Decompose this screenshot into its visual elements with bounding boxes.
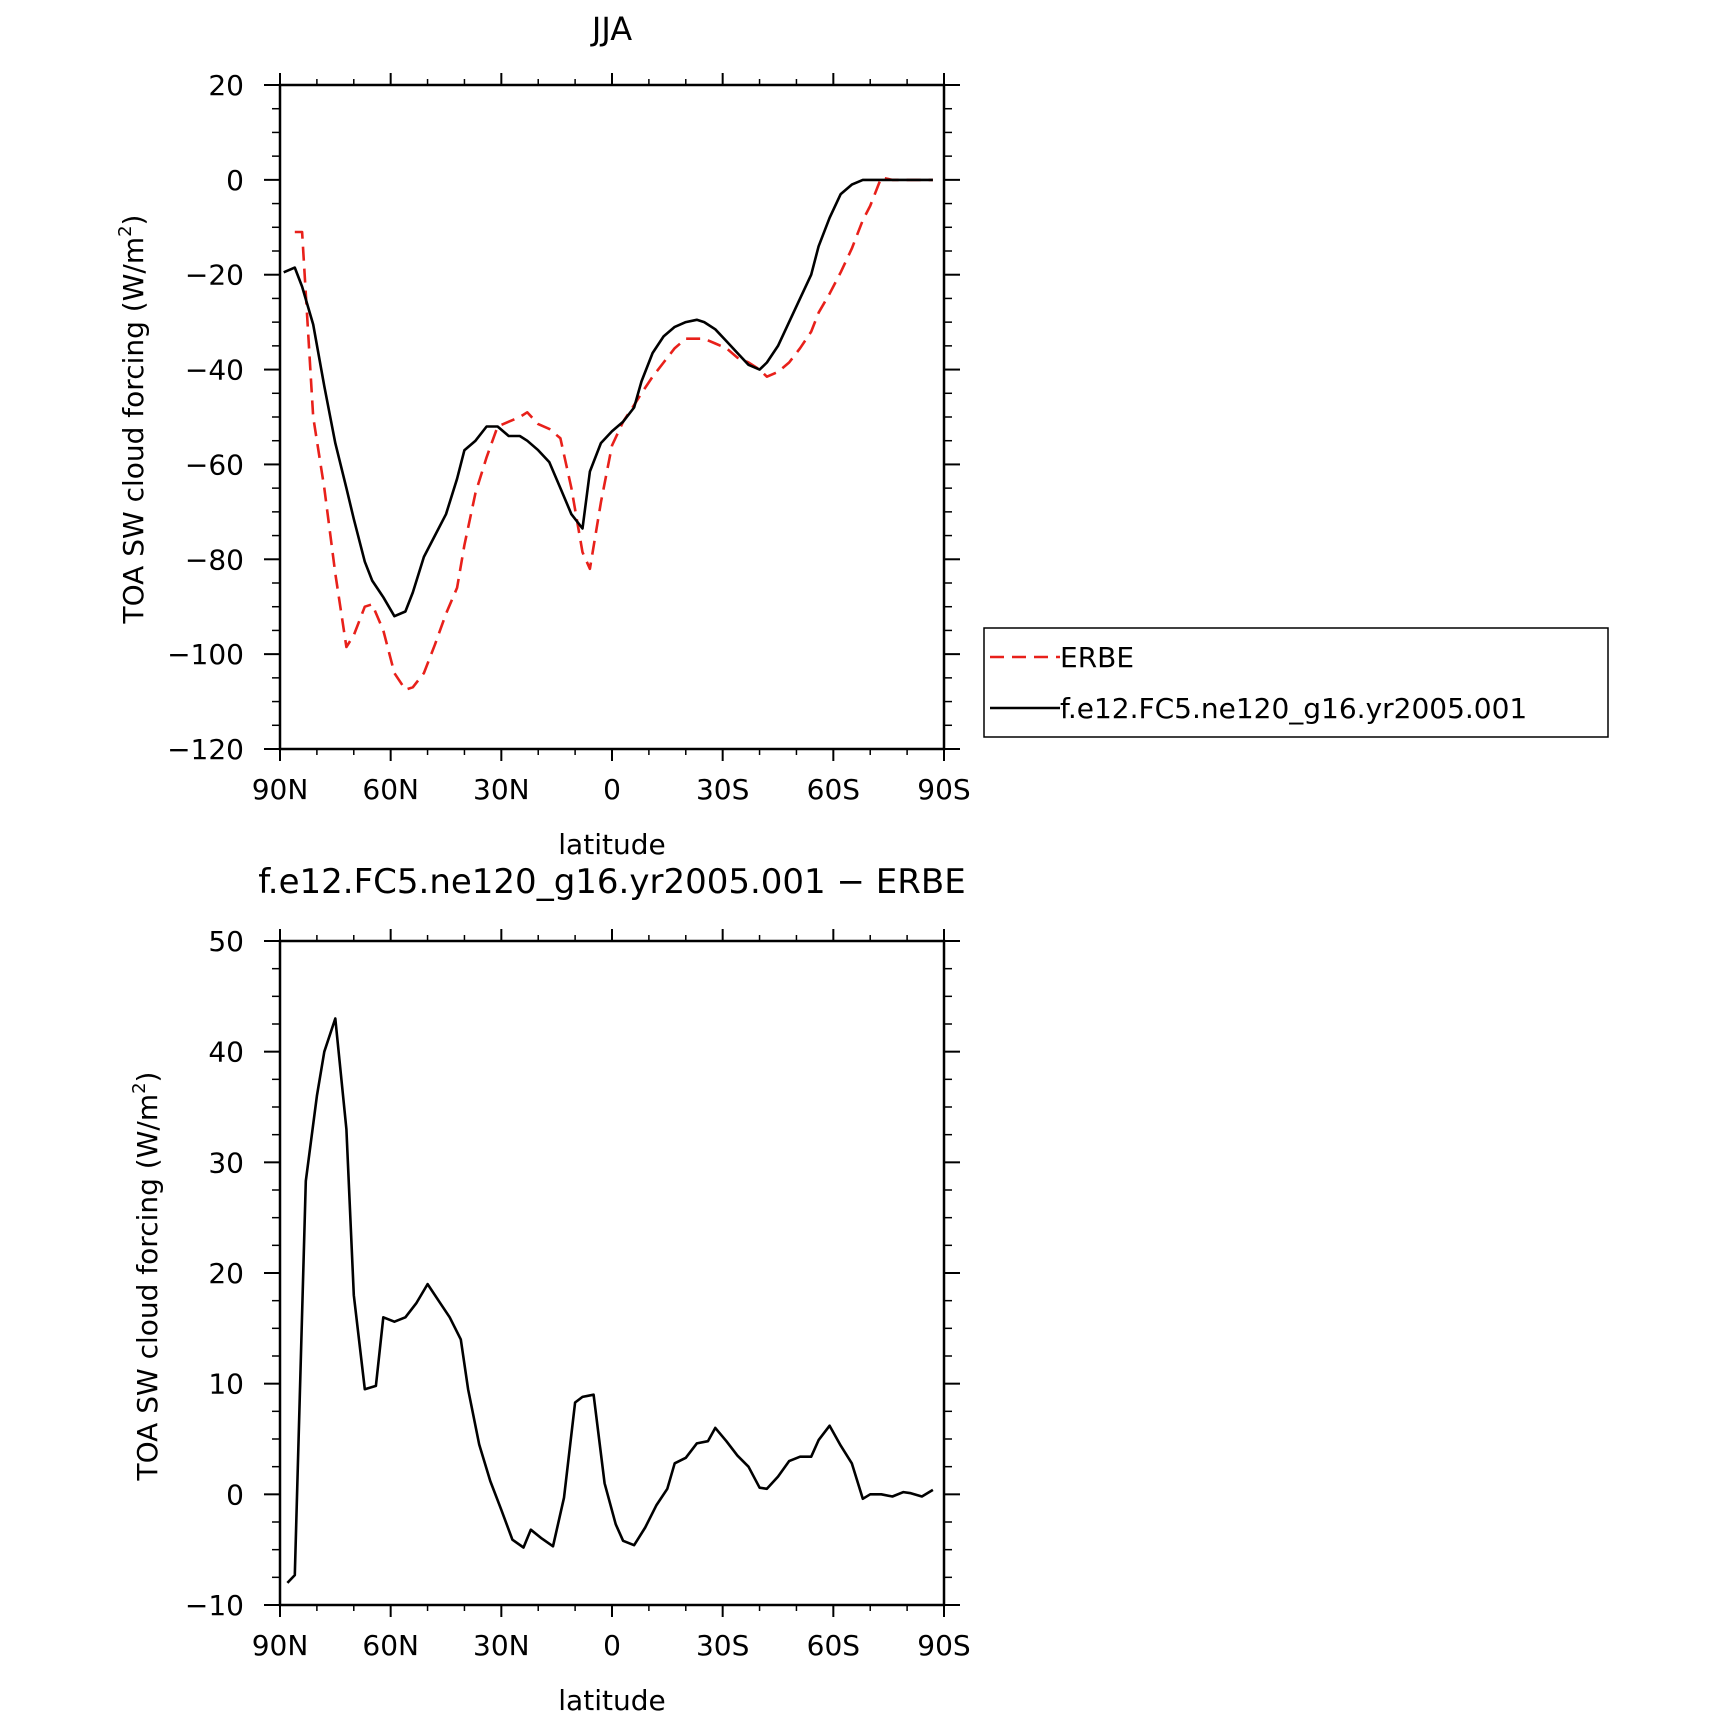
bottom-y-tick-label: 20 [208,1257,244,1290]
top-axis-ticks [264,73,960,761]
top-x-tick-label: 90N [252,773,309,806]
top-y-tick-label: −100 [167,638,244,671]
bottom-x-tick-label: 30N [473,1629,530,1662]
top-y-axis-label: TOA SW cloud forcing (W/m2) [115,215,150,625]
bottom-plot-frame [278,939,946,1607]
top-y-tick-label: −80 [185,543,244,576]
top-y-tick-label: −20 [185,259,244,292]
bottom-x-tick-label: 60S [807,1629,860,1662]
top-series-line-erbe [294,176,933,692]
bottom-y-tick-label: 30 [208,1146,244,1179]
bottom-x-tick-label: 90N [252,1629,309,1662]
top-y-axis-label-tail: ) [117,215,150,226]
bottom-plot-lines [286,1017,934,1584]
top-series-line-f-e12-fc5-ne120-g16-yr2005-001 [283,178,933,618]
bottom-y-tick-label: 0 [226,1478,244,1511]
bottom-y-axis-label-tail: ) [131,1072,164,1083]
top-x-tick-label: 60S [807,773,860,806]
top-panel: JJA TOA SW cloud forcing (W/m2) latitude… [115,10,1609,861]
top-y-axis-label-main: TOA SW cloud forcing (W/m [117,237,150,625]
bottom-y-tick-label: 10 [208,1368,244,1401]
top-plot-frame [278,83,946,751]
legend-label-model: f.e12.FC5.ne120_g16.yr2005.001 [1060,692,1527,725]
top-axis-tick-labels: 90N 60N 30N 0 30S 60S 90S −120 −100 −80 −60 −40 −20 0… [167,69,971,806]
bottom-chart-title: f.e12.FC5.ne120_g16.yr2005.001 − ERBE [258,862,965,902]
legend: ERBE f.e12.FC5.ne120_g16.yr2005.001 [983,627,1609,738]
bottom-x-tick-label: 90S [917,1629,970,1662]
top-x-tick-label: 0 [603,773,621,806]
top-chart-title: JJA [590,10,632,48]
bottom-x-tick-label: 0 [603,1629,621,1662]
bottom-y-tick-label: 50 [208,925,244,958]
bottom-y-axis-label-main: TOA SW cloud forcing (W/m [131,1094,164,1482]
top-y-axis-label-sup: 2 [115,225,136,236]
bottom-x-tick-label: 30S [696,1629,749,1662]
top-x-tick-label: 30N [473,773,530,806]
top-x-tick-label: 30S [696,773,749,806]
bottom-y-axis-label: TOA SW cloud forcing (W/m2) [129,1072,164,1482]
bottom-y-tick-label: −10 [185,1589,244,1622]
bottom-y-tick-label: 40 [208,1036,244,1069]
top-x-tick-label: 60N [362,773,419,806]
legend-label-erbe: ERBE [1060,641,1134,674]
legend-box [983,627,1609,738]
bottom-x-tick-label: 60N [362,1629,419,1662]
top-x-tick-label: 90S [917,773,970,806]
top-y-tick-label: 0 [226,164,244,197]
bottom-series-line-difference [286,1017,934,1584]
top-y-tick-label: −60 [185,448,244,481]
top-plot-lines [283,176,933,692]
bottom-y-axis-label-sup: 2 [129,1082,150,1093]
top-y-tick-label: −120 [167,733,244,766]
top-y-tick-label: −40 [185,354,244,387]
bottom-panel: f.e12.FC5.ne120_g16.yr2005.001 − ERBE TO… [129,862,971,1712]
bottom-axis-tick-labels: 90N 60N 30N 0 30S 60S 90S −10 0 10 20 30 40 50 [185,925,971,1662]
bottom-x-axis-label: latitude [558,1684,665,1712]
top-y-tick-label: 20 [208,69,244,102]
top-x-axis-label: latitude [558,828,665,861]
